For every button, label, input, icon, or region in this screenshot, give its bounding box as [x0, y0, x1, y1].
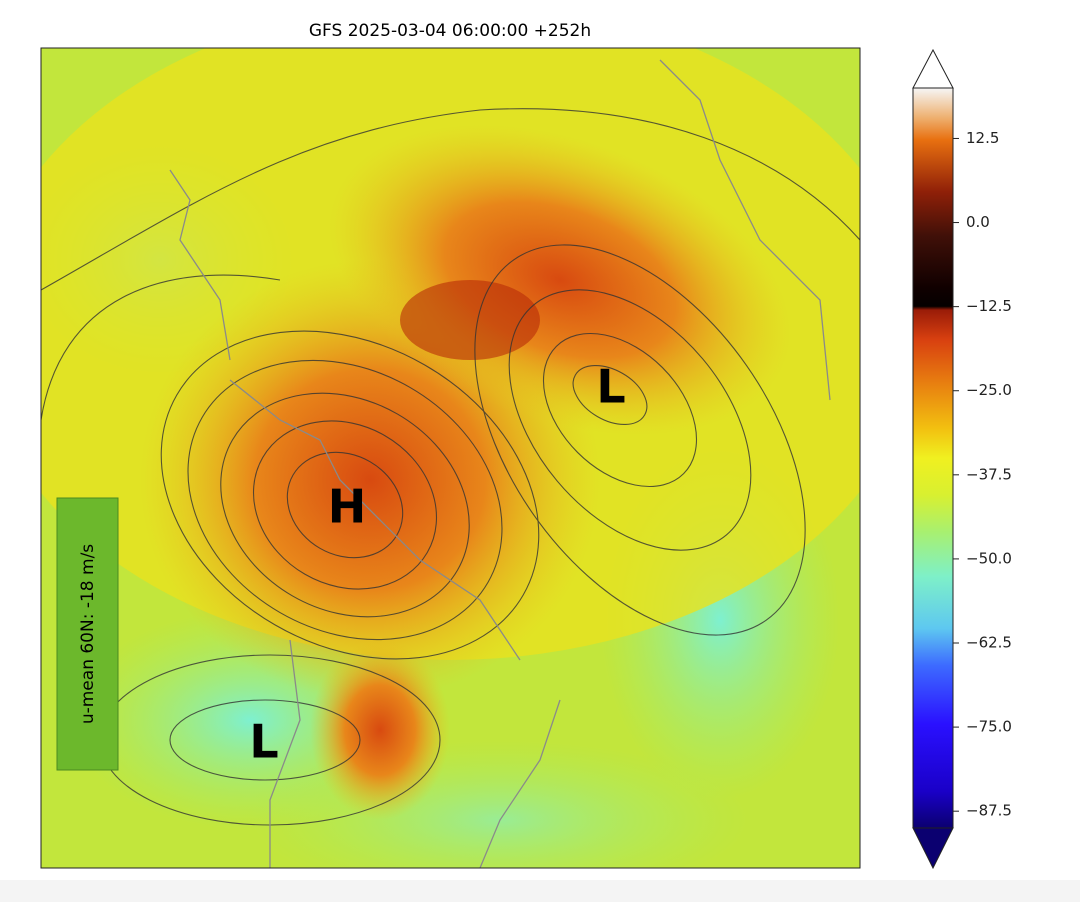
colorbar-tick-label: 0.0 [966, 213, 990, 231]
colorbar-tick-label: 12.5 [966, 129, 999, 147]
colorbar-tick-label: −87.5 [966, 802, 1012, 820]
colorbar-tick-label: −37.5 [966, 465, 1012, 483]
colorbar-body [912, 87, 954, 829]
title: GFS 2025-03-04 06:00:00 +252h [309, 21, 591, 41]
map: H L L u-mean 60N: -18 m/s [41, 48, 860, 868]
colorbar-extend-max [912, 48, 954, 89]
annotation-box [56, 497, 119, 771]
colorbar-tick-label: −62.5 [966, 634, 1012, 652]
low-label: L [596, 360, 625, 414]
annotation: u-mean 60N: -18 m/s [78, 544, 98, 724]
map-frame [40, 47, 861, 869]
colorbar-tick-label: −50.0 [966, 549, 1012, 567]
colorbar-tick-label: −25.0 [966, 381, 1012, 399]
colorbar: 12.5 0.0 −12.5 −25.0 −37.5 −50.0 −62.5 −75.0 −87… [912, 48, 1012, 870]
high-label: H [328, 480, 367, 534]
low-label: L [249, 715, 278, 769]
colorbar-tick-label: −75.0 [966, 718, 1012, 736]
footer-strip [0, 880, 1080, 902]
contours [41, 108, 860, 826]
colorbar-extend-min [912, 827, 954, 870]
colorbar-tick-label: −12.5 [966, 297, 1012, 315]
coastlines [169, 59, 831, 868]
